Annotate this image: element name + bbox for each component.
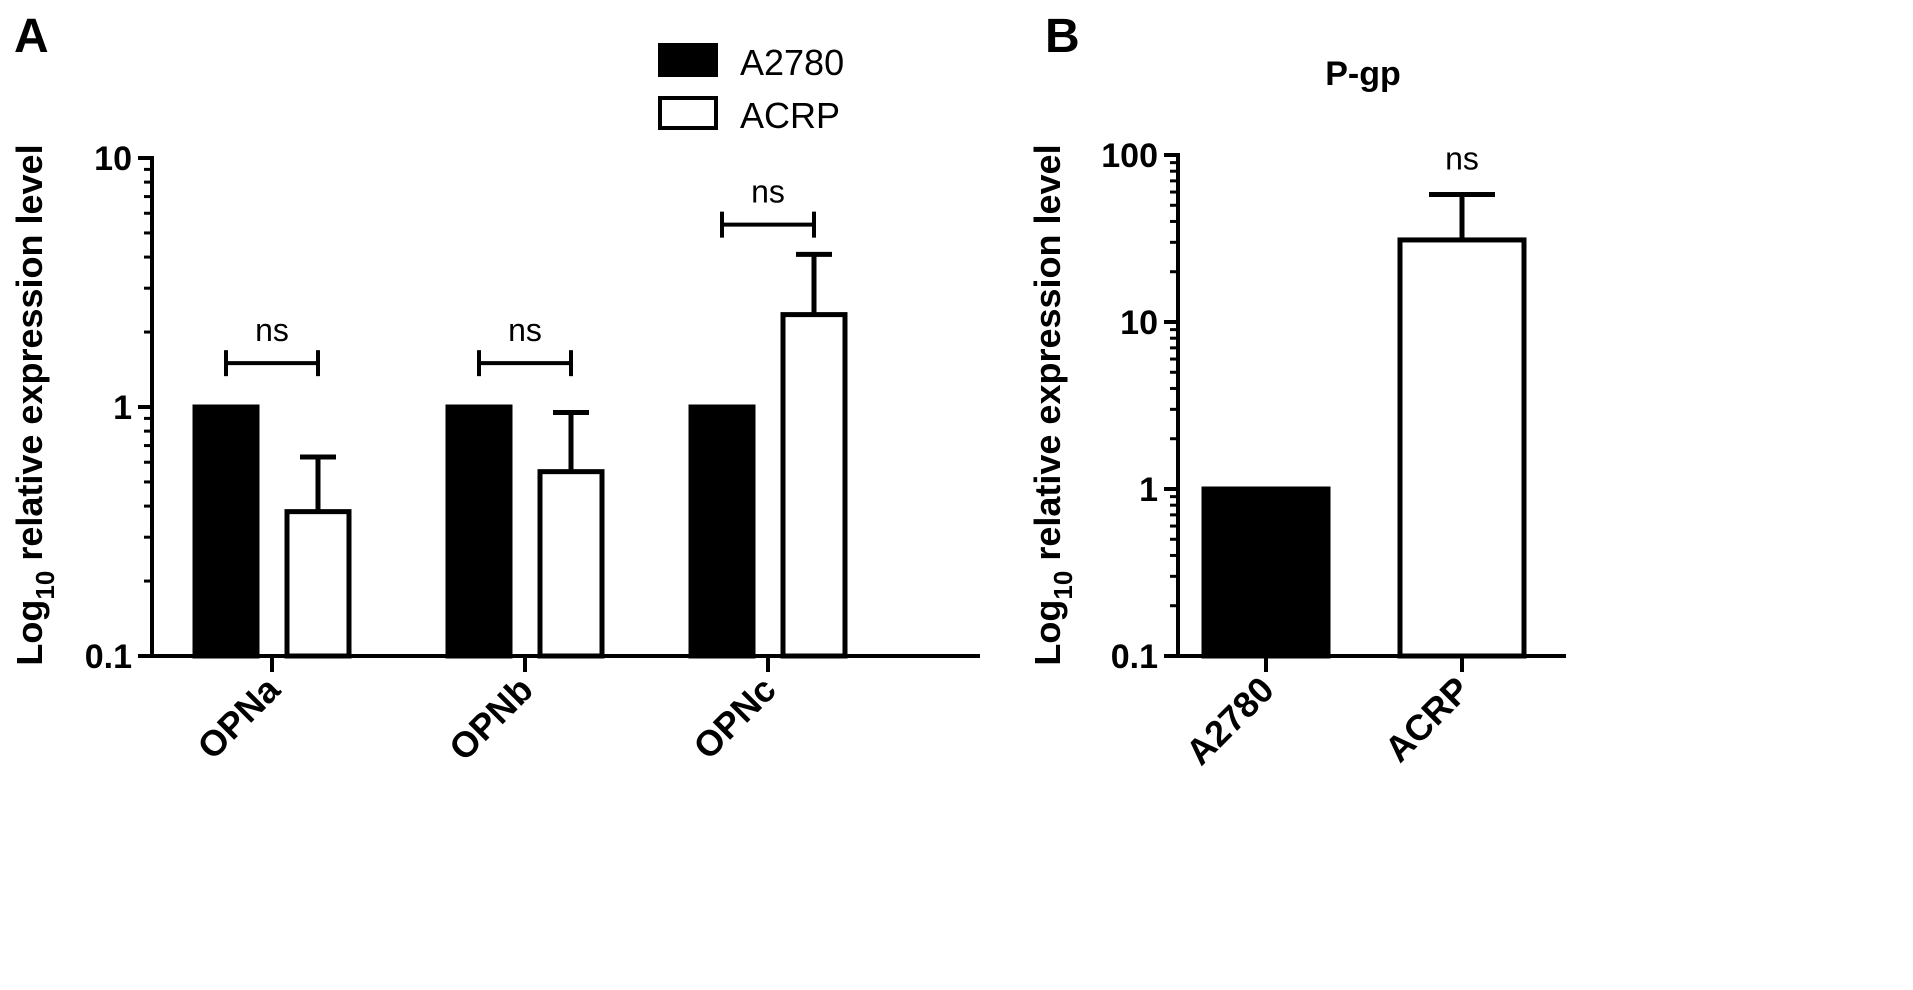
legend-swatch-acrp [658, 96, 718, 130]
panel-b-y-label-sub: 10 [1048, 571, 1078, 600]
panel-a-y-tick-label-1: 1 [113, 389, 132, 427]
panel-b-y-label-suffix: relative expression level [1027, 144, 1068, 570]
panel-a-bar-a2780-opna [192, 404, 260, 659]
panel-a-y-tick-label-2: 10 [94, 140, 132, 178]
panel-a-y-label-prefix: Log [9, 600, 50, 666]
panel-b-x-tick-label-1: ACRP [1377, 669, 1478, 770]
panel-b: B P-gp Log10 relative expression level 0… [1027, 10, 1566, 773]
panel-b-y-tick-label-0: 0.1 [1111, 638, 1158, 676]
panel-a-sig-label-1: ns [508, 312, 542, 348]
panel-b-y-label-prefix: Log [1027, 600, 1068, 666]
panel-a-sig-label-2: ns [751, 174, 785, 210]
legend-label-acrp: ACRP [740, 95, 840, 136]
panel-a-bars: ns ns ns [192, 174, 848, 659]
panel-b-bars: ns [1201, 141, 1527, 659]
panel-a-bar-acrp-opna [284, 509, 352, 659]
panel-b-title: P-gp [1325, 55, 1401, 93]
panel-a: A Log10 relative expression level 0.1110… [9, 10, 980, 768]
panel-b-bar-acrp [1397, 237, 1527, 659]
panel-b-sig-label-1: ns [1445, 141, 1479, 177]
panel-a-y-tick-label-0: 0.1 [85, 638, 132, 676]
panel-b-bar-a2780 [1201, 486, 1331, 659]
panel-b-y-axis-label: Log10 relative expression level [1027, 144, 1078, 665]
legend-swatch-a2780 [658, 43, 718, 77]
panel-a-bar-a2780-opnb [445, 404, 513, 659]
panel-b-x-tick-label-0: A2780 [1178, 669, 1282, 773]
panel-a-letter: A [14, 10, 49, 63]
panel-a-y-label-sub: 10 [30, 571, 60, 600]
panel-b-y-tick-label-3: 100 [1101, 137, 1158, 175]
panel-a-bar-acrp-opnb [537, 469, 605, 659]
panel-a-y-axis-label: Log10 relative expression level [9, 144, 60, 665]
panel-a-bar-a2780-opnc [688, 404, 756, 659]
legend-label-a2780: A2780 [740, 42, 844, 83]
panel-b-y-tick-label-2: 10 [1120, 304, 1158, 342]
panel-a-x-tick-label-0: OPNa [189, 668, 288, 767]
panel-b-y-tick-label-1: 1 [1139, 471, 1158, 509]
panel-a-bar-acrp-opnc [780, 312, 848, 659]
panel-a-x-tick-label-2: OPNc [685, 669, 783, 767]
panel-a-x-tick-label-1: OPNb [441, 669, 541, 769]
panel-a-sig-label-0: ns [255, 312, 289, 348]
panel-b-letter: B [1045, 10, 1080, 63]
panel-a-y-label-suffix: relative expression level [9, 144, 50, 570]
legend: A2780 ACRP [658, 42, 844, 136]
